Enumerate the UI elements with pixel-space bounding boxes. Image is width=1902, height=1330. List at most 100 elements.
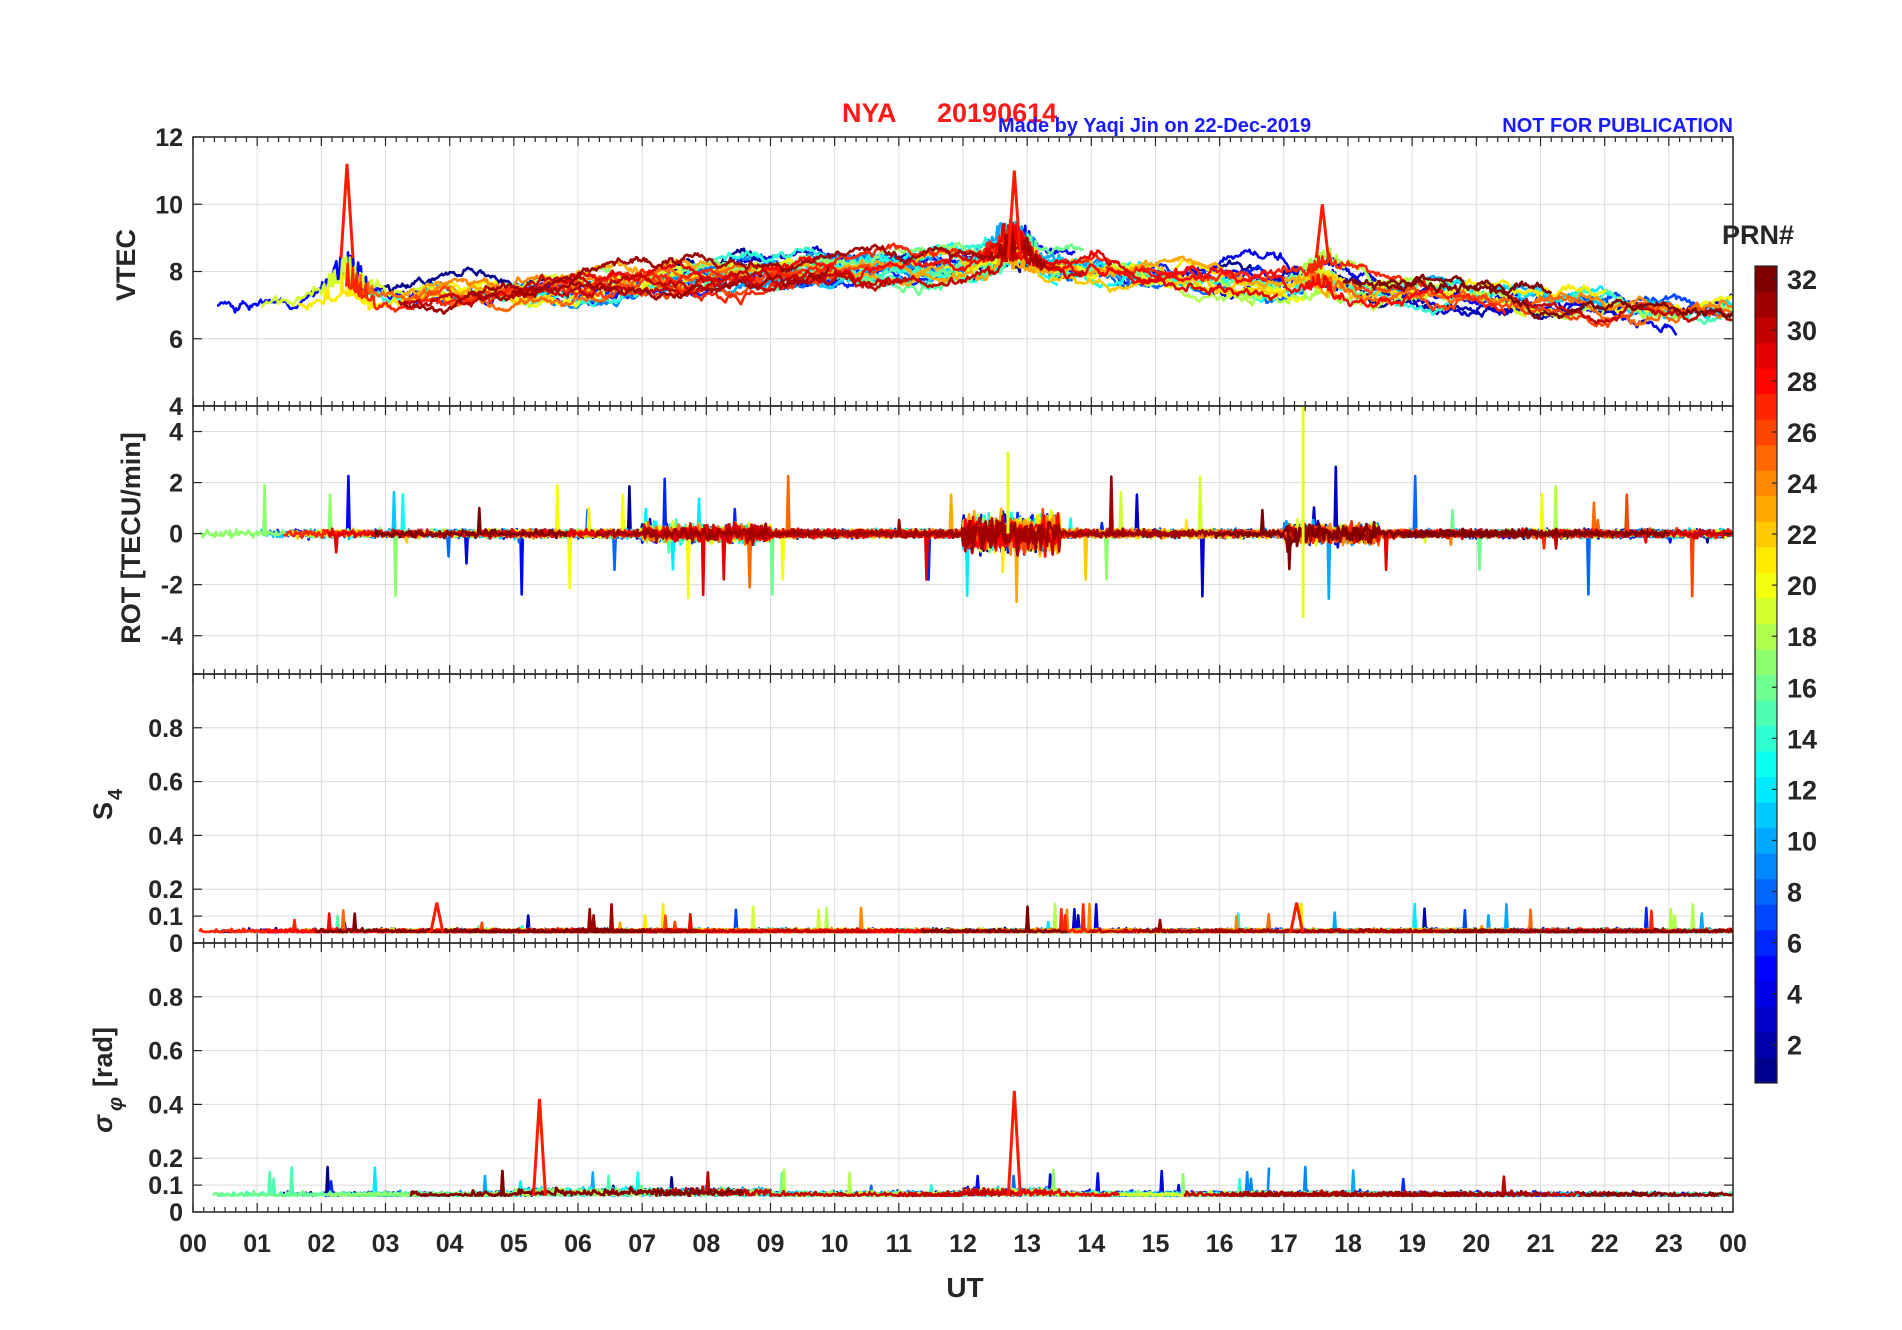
ylabel-sigma-main: σ [88,1114,118,1133]
colorbar-tick-label: 4 [1787,980,1802,1010]
colorbar-bin [1755,495,1777,522]
colorbar-tick-label: 18 [1787,622,1817,652]
x-tick-label: 14 [1077,1230,1105,1258]
x-tick-label: 12 [949,1230,977,1258]
colorbar-bin [1755,1006,1777,1033]
y-tick-label: 0.6 [148,769,183,797]
colorbar-bin [1755,521,1777,548]
panel-vtec: 6 8 10 12 [155,124,1734,407]
series-group [198,902,1733,934]
ylabel-s4-sub: 4 [105,788,127,800]
series-prn-28 [757,236,1201,286]
colorbar-tick-label: 32 [1787,265,1817,295]
y-tick-label: -2 [161,572,183,600]
y-tick-label: 0.6 [148,1038,183,1066]
x-tick-label: 09 [757,1230,785,1258]
y-tick-label: 0 [169,521,183,549]
colorbar-tick-label: 2 [1787,1031,1802,1061]
x-tick-labels: 00 01 02 03 04 05 06 07 08 09 10 11 12 13 14 15 16 17 18 19… [179,1230,1747,1258]
y-tick-label: 8 [169,259,183,287]
y-tick-label: 0.8 [148,984,183,1012]
colorbar-bin [1755,751,1777,778]
x-tick-label: 08 [692,1230,720,1258]
colorbar-tick-label: 14 [1787,724,1817,754]
colorbar-bin [1755,393,1777,420]
x-tick-label: 22 [1591,1230,1619,1258]
colorbar-bin [1755,929,1777,956]
feature-spike [429,902,445,933]
series-prn-30 [1513,296,1733,325]
series-prn-27 [345,262,833,313]
series-prn-25 [359,262,791,313]
series-group [200,406,1733,618]
colorbar-tick-label: 30 [1787,316,1817,346]
ylabel-sigma-phi: σ φ [rad] [88,1027,127,1133]
y-tick-label: 4 [169,393,183,421]
x-tick-label: 10 [821,1230,849,1258]
x-tick-label: 20 [1462,1230,1490,1258]
colorbar-bin [1755,572,1777,599]
y-tick-label: 0.4 [148,1091,183,1119]
series-group [216,163,1733,337]
colorbar-bin [1755,904,1777,931]
y-tick-label: 0 [169,930,183,958]
series-prn-32 [373,506,569,540]
series-prn-32 [313,912,646,934]
series-prn-19 [260,255,692,308]
ylabel-sigma-sub: φ [105,1097,127,1111]
series-prn-31 [1219,1190,1407,1198]
colorbar-bin [1755,802,1777,829]
colorbar-bin [1755,291,1777,318]
y-tick-label: -4 [161,623,183,651]
series-prn-30 [662,1171,1016,1198]
colorbar-tick-label: 20 [1787,571,1817,601]
x-tick-label: 21 [1527,1230,1555,1258]
feature-spike [1289,902,1305,933]
colorbar-bin [1755,266,1777,293]
feature-spike [532,1098,547,1196]
series-prn-32 [1580,1190,1733,1198]
series-prn-32 [921,905,1069,934]
x-tick-label: 04 [436,1230,464,1258]
colorbar-bin [1755,317,1777,344]
series-prn-17 [326,1187,600,1198]
series-prn-31 [594,518,1004,555]
ylabel-s4-main: S [88,802,118,820]
x-tick-label: 13 [1013,1230,1041,1258]
credit-text: Made by Yaqi Jin on 22-Dec-2019 [998,115,1311,137]
panel-rot: -4 -2 0 2 44 [161,393,1734,675]
colorbar-tick-label: 24 [1787,469,1817,499]
x-tick-label: 16 [1206,1230,1234,1258]
y-tick-label: 0.1 [148,1172,183,1200]
series-prn-32 [1342,278,1733,320]
series-prn-24 [806,902,1266,934]
series-prn-18 [693,902,1227,934]
feature-spike [339,163,355,259]
title-date: 20190614 [937,98,1057,128]
x-tick-label: 07 [628,1230,656,1258]
colorbar-tick-label: 28 [1787,367,1817,397]
series-prn-32 [409,1169,744,1198]
y-tick-label: 0.1 [148,903,183,931]
series-prn-32 [1441,927,1733,934]
colorbar-frame [1754,265,1778,1084]
panel-sigma-phi: 00.10.2 0.4 0.6 0.8 [148,942,1734,1227]
colorbar-bin [1755,648,1777,675]
series-prn-17 [200,483,678,598]
series-prn-27 [282,528,424,540]
ylabel-s4: S 4 [88,788,127,820]
x-tick-label: 00 [1719,1230,1747,1258]
x-tick-label: 18 [1334,1230,1362,1258]
colorbar-bin [1755,444,1777,471]
y-tick-label: 0 [169,1199,183,1227]
y-tick-label: 0.2 [148,1145,183,1173]
y-tick-label: 4 [169,419,183,447]
ylabel-vtec: VTEC [111,229,141,301]
y-tick-label: 0.2 [148,876,183,904]
series-prn-31 [397,266,830,316]
colorbar-bin [1755,1057,1777,1084]
y-tick-label: 10 [155,191,183,219]
feature-spike [1006,170,1022,259]
